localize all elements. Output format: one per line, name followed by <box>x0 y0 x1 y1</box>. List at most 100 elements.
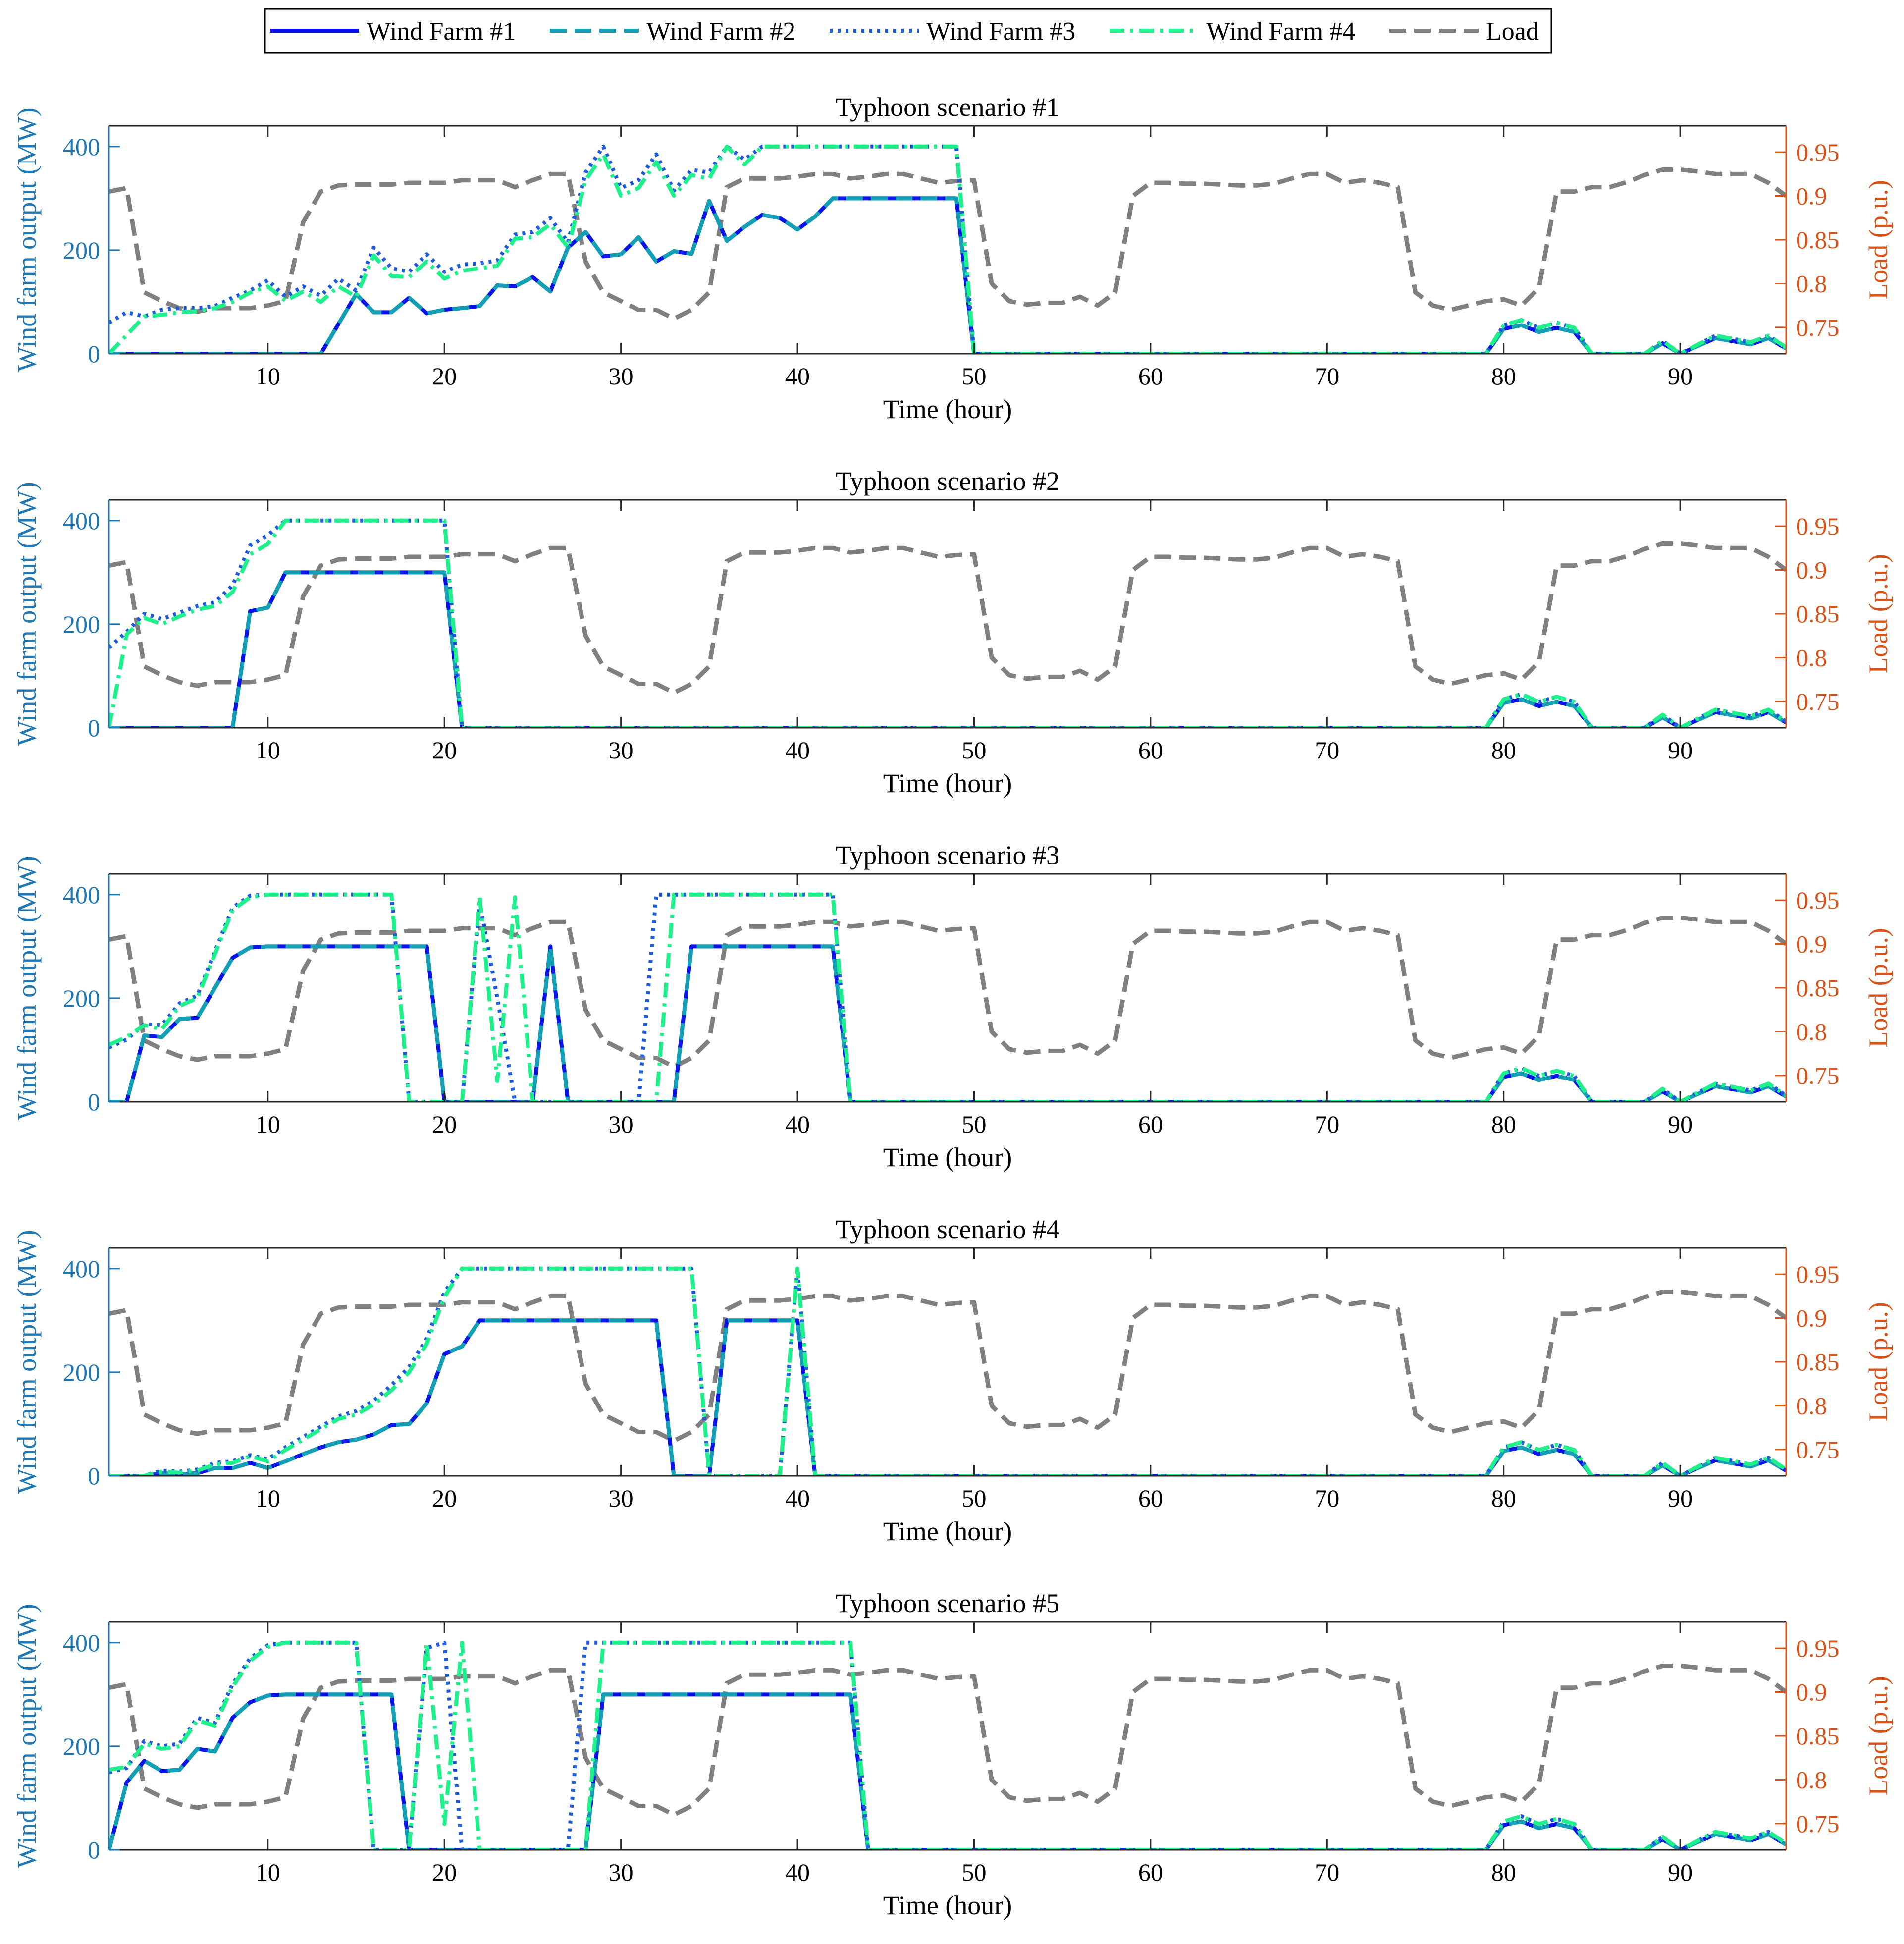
x-axis-label: Time (hour) <box>883 768 1012 798</box>
y-tick-label-left: 0 <box>88 340 100 368</box>
x-tick-label: 90 <box>1668 1858 1692 1886</box>
series-line-load <box>109 167 1786 321</box>
y-axis-label-right: Load (p.u.) <box>1863 554 1893 673</box>
y-tick-label-right: 0.95 <box>1796 886 1840 914</box>
y-tick-label-right: 0.9 <box>1796 556 1827 584</box>
y-axis-label-left: Wind farm output (MW) <box>12 108 42 372</box>
x-tick-label: 70 <box>1315 736 1339 764</box>
x-tick-label: 70 <box>1315 1484 1339 1512</box>
x-tick-label: 40 <box>785 1110 810 1138</box>
x-tick-label: 90 <box>1668 1110 1692 1138</box>
series-group <box>109 518 1786 728</box>
y-axis-label-left: Wind farm output (MW) <box>12 482 42 746</box>
y-tick-label-left: 200 <box>63 1358 100 1386</box>
y-tick-label-right: 0.75 <box>1796 1810 1840 1837</box>
x-tick-label: 30 <box>609 736 634 764</box>
x-tick-label: 60 <box>1138 1858 1163 1886</box>
chart-title: Typhoon scenario #4 <box>836 1214 1059 1244</box>
subplot-4: 10 20 30 40 50 60 70 80 90 0 200 400 0.75 0.8 0.85 0.9 0… <box>12 1214 1893 1546</box>
series-line-wind-farm-4 <box>109 518 1786 728</box>
x-tick-label: 50 <box>961 1858 986 1886</box>
y-axis-label-right: Load (p.u.) <box>1863 1676 1893 1795</box>
x-tick-label: 50 <box>961 1110 986 1138</box>
y-tick-label-left: 0 <box>88 1836 100 1864</box>
x-tick-label: 90 <box>1668 1484 1692 1512</box>
legend-label: Wind Farm #4 <box>1206 17 1355 46</box>
x-tick-label: 10 <box>256 1858 280 1886</box>
y-tick-label-left: 400 <box>63 507 100 535</box>
legend-box <box>264 8 1552 54</box>
chart-title: Typhoon scenario #3 <box>836 840 1059 870</box>
legend-label: Wind Farm #1 <box>367 17 516 46</box>
x-tick-label: 80 <box>1491 1858 1516 1886</box>
x-tick-label: 80 <box>1491 1110 1516 1138</box>
y-tick-label-right: 0.95 <box>1796 1260 1840 1288</box>
x-axis-label: Time (hour) <box>883 1516 1012 1546</box>
y-tick-label-right: 0.95 <box>1796 512 1840 540</box>
x-axis-label: Time (hour) <box>883 394 1012 424</box>
x-tick-label: 60 <box>1138 1484 1163 1512</box>
y-tick-label-right: 0.9 <box>1796 1304 1827 1332</box>
series-line-load <box>109 1664 1786 1817</box>
x-tick-label: 30 <box>609 362 634 390</box>
series-group <box>109 1266 1786 1476</box>
y-tick-label-left: 0 <box>88 1462 100 1490</box>
y-axis-label-right: Load (p.u.) <box>1863 928 1893 1047</box>
y-tick-label-right: 0.95 <box>1796 1634 1840 1662</box>
subplot-1: 10 20 30 40 50 60 70 80 90 0 200 400 0.75 0.8 0.85 0.9 0… <box>12 92 1893 424</box>
x-tick-label: 20 <box>432 1858 457 1886</box>
x-tick-label: 10 <box>256 1110 280 1138</box>
y-tick-label-left: 200 <box>63 236 100 264</box>
x-tick-label: 10 <box>256 1484 280 1512</box>
x-tick-label: 10 <box>256 362 280 390</box>
x-tick-label: 60 <box>1138 1110 1163 1138</box>
x-tick-label: 40 <box>785 736 810 764</box>
x-tick-label: 30 <box>609 1858 634 1886</box>
series-line-wind-farm-2 <box>109 196 1786 354</box>
legend-label: Load <box>1486 17 1539 46</box>
x-tick-label: 20 <box>432 1110 457 1138</box>
x-tick-label: 30 <box>609 1110 634 1138</box>
chart-title: Typhoon scenario #1 <box>836 92 1059 122</box>
x-tick-label: 80 <box>1491 1484 1516 1512</box>
chart-title: Typhoon scenario #2 <box>836 466 1059 496</box>
x-tick-label: 60 <box>1138 362 1163 390</box>
y-axis-label-left: Wind farm output (MW) <box>12 856 42 1120</box>
y-tick-label-right: 0.8 <box>1796 1766 1827 1793</box>
subplot-3: 10 20 30 40 50 60 70 80 90 0 200 400 0.75 0.8 0.85 0.9 0… <box>12 840 1893 1172</box>
x-axis-label: Time (hour) <box>883 1142 1012 1172</box>
x-tick-label: 80 <box>1491 362 1516 390</box>
y-tick-label-right: 0.8 <box>1796 1392 1827 1419</box>
y-axis-label-right: Load (p.u.) <box>1863 180 1893 299</box>
y-tick-label-right: 0.8 <box>1796 270 1827 297</box>
legend-label: Wind Farm #2 <box>646 17 795 46</box>
y-tick-label-right: 0.9 <box>1796 1678 1827 1706</box>
x-tick-label: 70 <box>1315 362 1339 390</box>
series-line-wind-farm-4 <box>109 1266 1786 1476</box>
chart-title: Typhoon scenario #5 <box>836 1588 1059 1618</box>
x-axis-label: Time (hour) <box>883 1890 1012 1920</box>
y-tick-label-right: 0.8 <box>1796 644 1827 671</box>
y-tick-label-right: 0.95 <box>1796 138 1840 166</box>
series-line-wind-farm-4 <box>109 1640 1786 1850</box>
subplot-2: 10 20 30 40 50 60 70 80 90 0 200 400 0.75 0.8 0.85 0.9 0… <box>12 466 1893 798</box>
series-line-wind-farm-2 <box>109 1692 1786 1850</box>
x-tick-label: 80 <box>1491 736 1516 764</box>
x-tick-label: 20 <box>432 362 457 390</box>
x-tick-label: 40 <box>785 362 810 390</box>
x-tick-label: 30 <box>609 1484 634 1512</box>
y-tick-label-right: 0.85 <box>1796 974 1840 1002</box>
y-tick-label-right: 0.85 <box>1796 1348 1840 1376</box>
y-tick-label-left: 400 <box>63 1629 100 1657</box>
series-line-wind-farm-2 <box>109 1318 1786 1476</box>
y-axis-label-left: Wind farm output (MW) <box>12 1230 42 1494</box>
y-tick-label-right: 0.9 <box>1796 930 1827 958</box>
y-tick-label-right: 0.8 <box>1796 1018 1827 1045</box>
legend: Wind Farm #1 Wind Farm #2 Wind Farm #3 Wind… <box>264 8 1552 54</box>
y-tick-label-right: 0.75 <box>1796 1436 1840 1463</box>
x-tick-label: 10 <box>256 736 280 764</box>
series-line-load <box>109 1290 1786 1443</box>
y-axis-label-left: Wind farm output (MW) <box>12 1604 42 1868</box>
series-line-load <box>109 541 1786 695</box>
x-tick-label: 70 <box>1315 1110 1339 1138</box>
